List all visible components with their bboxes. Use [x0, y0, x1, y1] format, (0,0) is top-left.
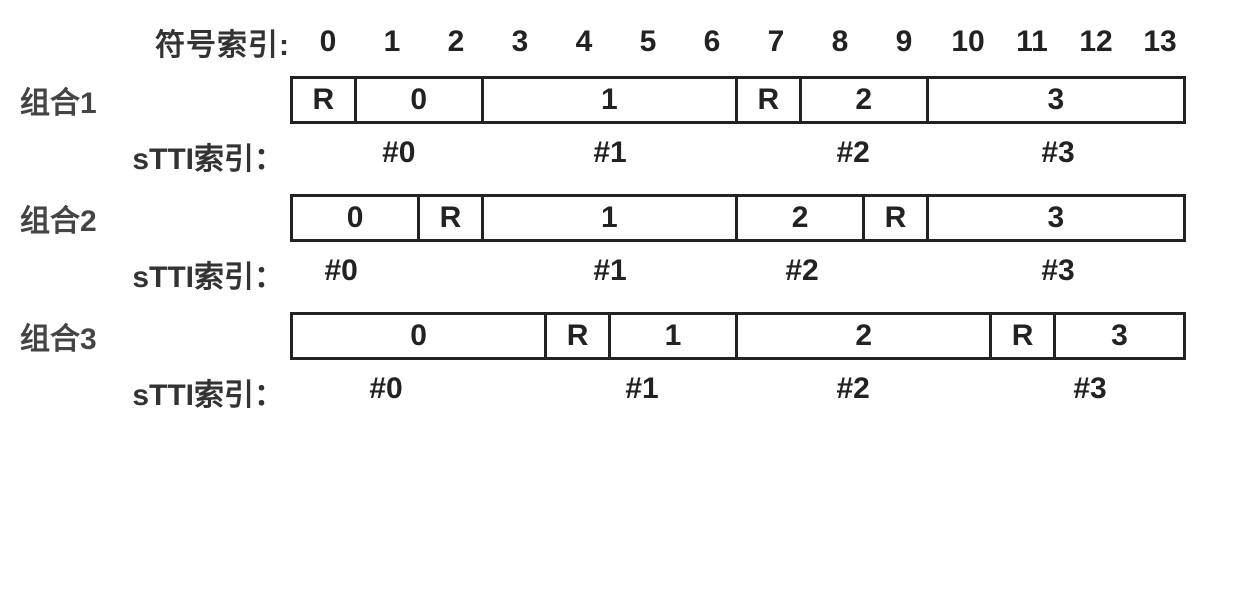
- stti-cell: 2: [738, 315, 992, 357]
- symbol-index-cell: 12: [1064, 25, 1128, 59]
- stti-label: sTTI索引：: [20, 134, 290, 178]
- reference-cell: R: [293, 79, 357, 121]
- symbol-index-cell: 3: [488, 25, 552, 59]
- stti-diagram: 符号索引: 012345678910111213 组合1R01R23sTTI索引…: [20, 20, 1220, 430]
- symbol-index-cell: 6: [680, 25, 744, 59]
- stti-row: sTTI索引： #0 #1 #2 #3: [20, 252, 1220, 296]
- stti-label: sTTI索引：: [20, 252, 290, 296]
- combo-label: 组合3: [20, 314, 130, 358]
- stti-cell: 0: [357, 79, 484, 121]
- reference-cell: R: [738, 79, 802, 121]
- stti-value: #0: [369, 372, 402, 406]
- combo-block: 组合30R12R3sTTI索引：#0#1#2#3: [20, 312, 1220, 414]
- stti-value: #2: [837, 136, 870, 170]
- stti-cell: 1: [484, 79, 738, 121]
- combo-row: 组合20R12R3: [20, 194, 1220, 242]
- combos-container: 组合1R01R23sTTI索引：#0#1#2#3组合20R12R3sTTI索引：…: [20, 76, 1220, 430]
- symbol-index-cell: 11: [1000, 25, 1064, 59]
- stti-value: #0: [325, 254, 358, 288]
- combo-row: 组合1R01R23: [20, 76, 1220, 124]
- symbol-index-label: 符号索引:: [20, 20, 296, 64]
- symbol-index-cell: 7: [744, 25, 808, 59]
- stti-cell: 3: [929, 79, 1183, 121]
- stti-value: #1: [593, 254, 626, 288]
- combo-bar: 0R12R3: [290, 312, 1186, 360]
- stti-value: #3: [1041, 254, 1074, 288]
- symbol-index-cell: 10: [936, 25, 1000, 59]
- combo-label: 组合1: [20, 78, 130, 122]
- symbol-index-cell: 2: [424, 25, 488, 59]
- symbol-index-cell: 1: [360, 25, 424, 59]
- combo-bar: 0R12R3: [290, 194, 1186, 242]
- stti-cell: 2: [802, 79, 929, 121]
- stti-row: sTTI索引： #0 #1 #2 #3: [20, 134, 1220, 178]
- stti-row: sTTI索引： #0 #1 #2 #3: [20, 370, 1220, 414]
- stti-values: #0 #1 #2 #3: [290, 372, 1186, 412]
- stti-value: #2: [837, 372, 870, 406]
- symbol-index-cell: 5: [616, 25, 680, 59]
- stti-value: #2: [785, 254, 818, 288]
- symbol-index-cell: 0: [296, 25, 360, 59]
- stti-values: #0 #1 #2 #3: [290, 136, 1186, 176]
- symbol-index-cell: 8: [808, 25, 872, 59]
- combo-block: 组合20R12R3sTTI索引：#0#1#2#3: [20, 194, 1220, 296]
- symbol-index-cell: 4: [552, 25, 616, 59]
- combo-bar: R01R23: [290, 76, 1186, 124]
- stti-value: #3: [1073, 372, 1106, 406]
- stti-value: #1: [593, 136, 626, 170]
- stti-value: #3: [1041, 136, 1074, 170]
- stti-cell: 3: [1056, 315, 1183, 357]
- reference-cell: R: [865, 197, 929, 239]
- combo-label: 组合2: [20, 196, 130, 240]
- stti-cell: 2: [738, 197, 865, 239]
- symbol-index-cell: 13: [1128, 25, 1192, 59]
- combo-row: 组合30R12R3: [20, 312, 1220, 360]
- stti-values: #0 #1 #2 #3: [290, 254, 1186, 294]
- stti-cell: 1: [611, 315, 738, 357]
- stti-cell: 3: [929, 197, 1183, 239]
- symbol-index-row: 符号索引: 012345678910111213: [20, 20, 1220, 64]
- stti-value: #1: [625, 372, 658, 406]
- combo-block: 组合1R01R23sTTI索引：#0#1#2#3: [20, 76, 1220, 178]
- stti-cell: 1: [484, 197, 738, 239]
- reference-cell: R: [547, 315, 611, 357]
- reference-cell: R: [420, 197, 484, 239]
- symbol-index-values: 012345678910111213: [296, 25, 1192, 59]
- stti-cell: 0: [293, 197, 420, 239]
- stti-cell: 0: [293, 315, 547, 357]
- reference-cell: R: [992, 315, 1056, 357]
- stti-label: sTTI索引：: [20, 370, 290, 414]
- symbol-index-cell: 9: [872, 25, 936, 59]
- stti-value: #0: [382, 136, 415, 170]
